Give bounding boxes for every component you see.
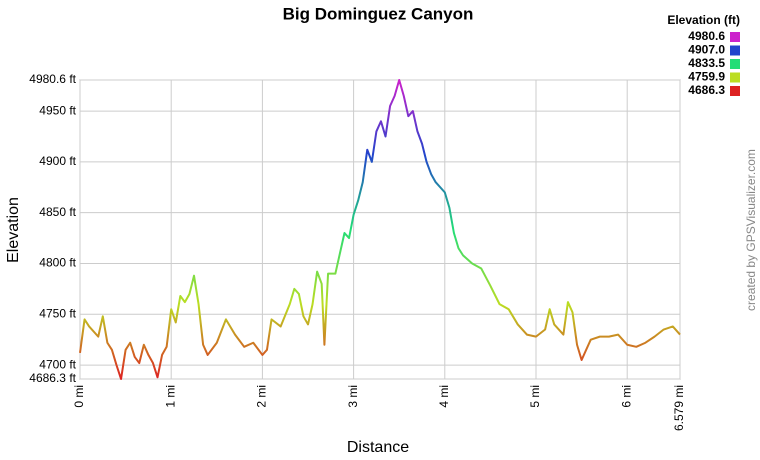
y-tick-label: 4980.6 ft	[29, 72, 76, 86]
x-tick-label: 1 mi	[163, 385, 177, 408]
x-tick-label: 0 mi	[72, 385, 86, 408]
legend-title: Elevation (ft)	[667, 13, 740, 27]
legend-swatch	[730, 86, 740, 96]
legend-label: 4759.9	[688, 70, 725, 84]
chart-title: Big Dominguez Canyon	[283, 4, 474, 23]
legend-swatch	[730, 72, 740, 83]
legend-label: 4907.0	[688, 43, 725, 57]
x-tick-label: 2 mi	[255, 385, 269, 408]
x-tick-label: 4 mi	[437, 385, 451, 408]
x-tick-label: 5 mi	[528, 385, 542, 408]
y-tick-label: 4950 ft	[39, 103, 76, 117]
elevation-line	[79, 79, 681, 380]
y-tick-label: 4800 ft	[39, 256, 76, 270]
y-tick-label: 4900 ft	[39, 154, 76, 168]
x-axis-title: Distance	[347, 439, 409, 456]
y-tick-label: 4750 ft	[39, 306, 76, 320]
legend-label: 4833.5	[688, 56, 725, 70]
legend-swatch	[730, 32, 740, 42]
y-tick-label: 4850 ft	[39, 205, 76, 219]
legend-swatch	[730, 59, 740, 69]
legend-label: 4686.3	[688, 83, 725, 97]
x-tick-label: 6 mi	[619, 385, 633, 408]
x-tick-label: 6.579 mi	[672, 385, 686, 431]
legend-swatch	[730, 45, 740, 56]
legend-label: 4980.6	[688, 29, 725, 43]
y-axis-title: Elevation	[5, 197, 22, 263]
y-tick-label: 4686.3 ft	[29, 371, 76, 385]
plot-area	[79, 79, 681, 380]
y-tick-label: 4700 ft	[39, 357, 76, 371]
watermark: created by GPSVisualizer.com	[744, 149, 758, 311]
x-tick-label: 3 mi	[346, 385, 360, 408]
